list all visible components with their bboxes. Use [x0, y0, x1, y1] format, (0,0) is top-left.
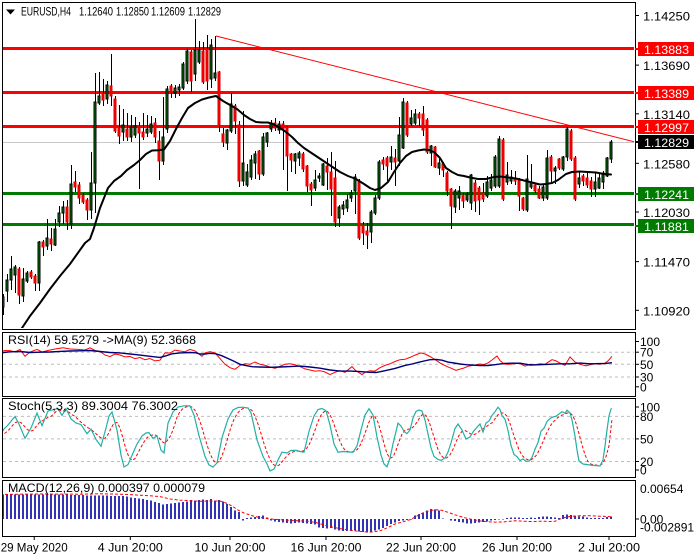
svg-text:0: 0 [640, 464, 647, 478]
svg-text:1.12997: 1.12997 [644, 121, 689, 135]
svg-text:1.13389: 1.13389 [644, 87, 689, 101]
svg-text:1.12580: 1.12580 [643, 157, 690, 171]
svg-text:RSI(14) 59.5279 ->MA(9) 52.36: RSI(14) 59.5279 ->MA(9) 52.3668 [8, 333, 196, 347]
svg-text:1.12829: 1.12829 [188, 5, 221, 19]
svg-text:16 Jun 20:00: 16 Jun 20:00 [291, 541, 362, 555]
svg-text:50: 50 [640, 358, 654, 372]
svg-text:2 Jul 20:00: 2 Jul 20:00 [578, 541, 640, 555]
svg-text:EURUSD,H4: EURUSD,H4 [21, 5, 71, 19]
svg-text:1.11881: 1.11881 [644, 220, 689, 234]
svg-text:1.13690: 1.13690 [643, 59, 690, 73]
svg-text:1.12850: 1.12850 [116, 5, 149, 19]
svg-text:80: 80 [640, 410, 654, 424]
svg-text:MACD(12,26,9) 0.000397 0.00007: MACD(12,26,9) 0.000397 0.000079 [8, 481, 205, 495]
svg-text:30: 30 [640, 371, 654, 385]
svg-text:1.12640: 1.12640 [79, 5, 113, 19]
svg-text:1.10920: 1.10920 [643, 304, 690, 318]
svg-text:1.12609: 1.12609 [151, 5, 185, 19]
svg-text:1.13140: 1.13140 [643, 108, 690, 122]
svg-text:1.12241: 1.12241 [644, 188, 689, 202]
svg-text:1.12030: 1.12030 [643, 206, 690, 220]
svg-text:0: 0 [640, 380, 647, 394]
svg-text:1.13883: 1.13883 [644, 43, 689, 57]
svg-text:1.11470: 1.11470 [643, 256, 690, 270]
svg-text:22 Jun 20:00: 22 Jun 20:00 [386, 541, 456, 555]
svg-text:1.14250: 1.14250 [643, 10, 690, 24]
svg-text:26 Jun 20:00: 26 Jun 20:00 [482, 541, 552, 555]
svg-text:29 May 2020: 29 May 2020 [1, 541, 68, 555]
svg-text:100: 100 [640, 401, 660, 415]
svg-text:100: 100 [640, 335, 660, 349]
svg-text:4 Jun 20:00: 4 Jun 20:00 [98, 541, 163, 555]
svg-text:Stoch(5,3,3) 89.3004 76.3002: Stoch(5,3,3) 89.3004 76.3002 [8, 399, 178, 413]
svg-text:10 Jun 20:00: 10 Jun 20:00 [195, 541, 266, 555]
svg-text:-0.002891: -0.002891 [640, 521, 694, 535]
svg-text:50: 50 [640, 432, 654, 446]
svg-text:0,00: 0,00 [640, 513, 664, 527]
svg-text:1.12829: 1.12829 [644, 136, 689, 150]
svg-text:70: 70 [640, 346, 654, 360]
svg-text:20: 20 [640, 455, 654, 469]
svg-text:0.00654: 0.00654 [640, 482, 684, 496]
